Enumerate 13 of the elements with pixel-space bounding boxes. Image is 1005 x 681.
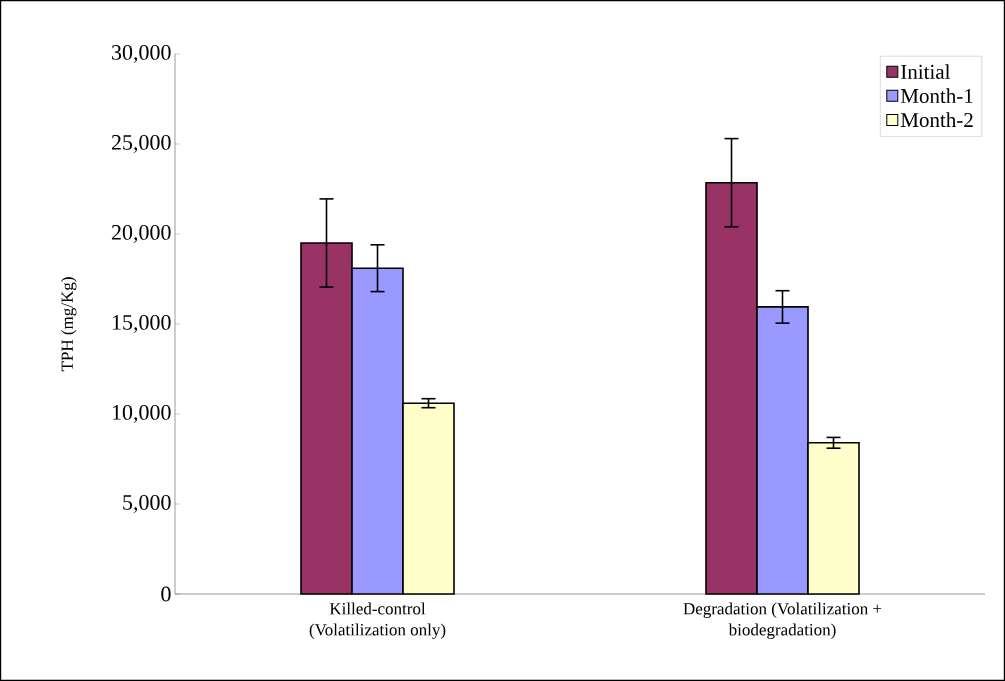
legend-label: Initial (901, 64, 951, 79)
legend-label: Month-1 (900, 88, 973, 104)
legend-label: Month-2 (900, 112, 973, 128)
y-axis-title: TPH (mg/Kg) (61, 277, 77, 372)
y-tick-label: 30,000 (112, 44, 171, 64)
y-tick-label: 5,000 (123, 494, 171, 514)
y-tick-label: 25,000 (111, 134, 171, 154)
y-tick-label: 15,000 (112, 314, 171, 334)
y-tick-label: 0 (161, 586, 171, 602)
y-tick-label: 20,000 (111, 224, 171, 244)
x-tick-label: Degradation (Volatilization + biodegradation) (683, 602, 882, 639)
x-tick-label: Killed-control (Volatilization only) (309, 602, 446, 639)
y-tick-label: 10,000 (112, 404, 171, 424)
